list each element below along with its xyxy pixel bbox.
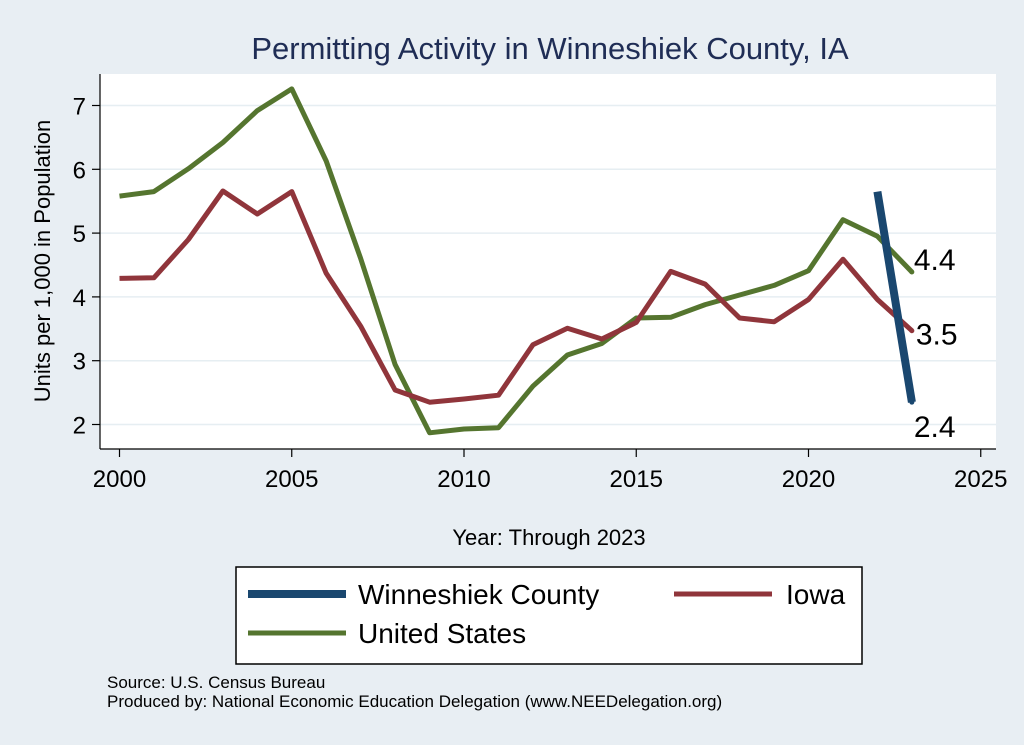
x-tick-label: 2020 xyxy=(782,466,835,493)
x-tick-label: 2010 xyxy=(437,466,490,493)
x-tick-label: 2025 xyxy=(954,466,1007,493)
series-line-winneshiek-county xyxy=(873,190,916,403)
series-line-iowa xyxy=(119,188,914,405)
series-end-point-winneshiek-county xyxy=(909,399,915,405)
end-label-iowa: 3.5 xyxy=(916,319,958,352)
x-tick-label: 2015 xyxy=(610,466,663,493)
legend-label-iowa: Iowa xyxy=(786,579,846,610)
x-tick-label: 2000 xyxy=(93,466,146,493)
series-end-point-united-states xyxy=(909,269,915,275)
y-tick-label: 3 xyxy=(73,349,86,376)
legend-label-winneshiek: Winneshiek County xyxy=(358,579,599,610)
x-tick-label: 2005 xyxy=(265,466,318,493)
source-note: Source: U.S. Census Bureau xyxy=(107,673,326,692)
series-end-point-iowa xyxy=(909,328,915,334)
legend-label-united-states: United States xyxy=(358,618,526,649)
end-labels: 2.4 3.5 4.4 xyxy=(914,244,958,444)
y-tick-label: 4 xyxy=(73,285,86,312)
end-label-united-states: 4.4 xyxy=(914,244,956,277)
grid xyxy=(100,104,996,426)
produced-by-note: Produced by: National Economic Education… xyxy=(107,692,723,711)
y-tick-label: 2 xyxy=(73,413,86,440)
y-tick-label: 5 xyxy=(73,221,86,248)
legend-box xyxy=(235,566,863,665)
series-lines xyxy=(119,86,916,436)
y-tick-label: 6 xyxy=(73,157,86,184)
legend: Winneshiek County Iowa United States xyxy=(235,566,863,665)
y-axis-label: Units per 1,000 in Population xyxy=(30,120,55,403)
y-tick-label: 7 xyxy=(73,94,86,121)
end-label-winneshiek-county: 2.4 xyxy=(914,411,956,444)
chart-title: Permitting Activity in Winneshiek County… xyxy=(251,31,849,66)
axes: 2 3 4 5 6 7 2000 2005 2010 2015 2020 2025 xyxy=(73,74,1007,493)
series-line-united-states xyxy=(119,86,914,436)
x-axis-label: Year: Through 2023 xyxy=(452,525,645,550)
